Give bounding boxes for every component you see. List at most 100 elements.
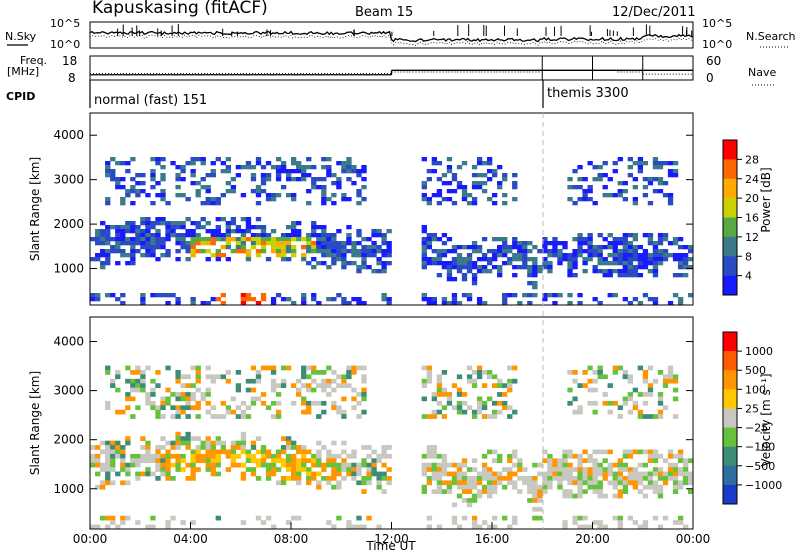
heatmap-cell (165, 249, 171, 254)
heatmap-cell (326, 480, 332, 486)
heatmap-cell (316, 177, 322, 182)
colorbar-swatch (723, 159, 737, 180)
heatmap-cell (155, 217, 161, 222)
heatmap-cell (135, 229, 141, 234)
heatmap-cell (562, 458, 568, 464)
heatmap-cell (150, 225, 156, 230)
heatmap-cell (125, 515, 131, 521)
heatmap-cell (296, 476, 302, 481)
heatmap-cell (426, 257, 433, 262)
heatmap-cell (687, 480, 694, 486)
heatmap-cell (280, 480, 287, 486)
heatmap-cell (486, 484, 493, 490)
heatmap-cell (160, 458, 166, 464)
heatmap-cell (195, 241, 201, 246)
heatmap-cell (627, 467, 634, 472)
heatmap-cell (652, 273, 659, 278)
heatmap-cell (662, 405, 669, 411)
heatmap-cell (135, 237, 141, 242)
heatmap-cell (165, 440, 171, 446)
heatmap-cell (512, 378, 518, 384)
heatmap-cell (255, 458, 262, 464)
heatmap-cell (481, 462, 488, 468)
heatmap-cell (592, 400, 598, 406)
heatmap-cell (230, 249, 237, 254)
heatmap-cell (446, 396, 453, 402)
heatmap-cell (376, 249, 382, 254)
heatmap-cell (492, 265, 498, 270)
heatmap-cell (341, 249, 347, 254)
heatmap-cell (155, 476, 161, 481)
heatmap-cell (677, 449, 684, 455)
heatmap-cell (336, 453, 342, 459)
heatmap-cell (627, 301, 634, 306)
heatmap-cell (311, 458, 317, 464)
heatmap-cell (240, 462, 247, 468)
heatmap-cell (562, 253, 568, 258)
heatmap-cell (446, 169, 453, 174)
heatmap-cell (175, 436, 181, 441)
heatmap-cell (502, 201, 508, 206)
heatmap-cell (185, 241, 191, 246)
heatmap-cell (677, 480, 684, 486)
heatmap-cell (291, 157, 297, 162)
heatmap-cell (667, 374, 674, 380)
heatmap-cell (426, 370, 433, 375)
heatmap-cell (336, 245, 342, 250)
heatmap-cell (517, 301, 523, 306)
heatmap-cell (436, 453, 443, 459)
heatmap-cell (165, 458, 171, 464)
heatmap-cell (542, 476, 548, 481)
heatmap-cell (155, 221, 161, 226)
heatmap-cell (311, 453, 317, 459)
heatmap-cell (346, 524, 352, 530)
heatmap-cell (100, 253, 106, 258)
heatmap-cell (502, 515, 508, 521)
heatmap-cell (180, 237, 186, 242)
heatmap-cell (376, 476, 382, 481)
heatmap-cell (245, 297, 252, 302)
heatmap-cell (597, 462, 603, 468)
heatmap-cell (577, 409, 583, 415)
heatmap-cell (205, 400, 211, 406)
heatmap-cell (165, 400, 171, 406)
heatmap-cell (140, 374, 146, 380)
heatmap-cell (250, 458, 257, 464)
heatmap-cell (371, 245, 377, 250)
heatmap-cell (471, 370, 478, 375)
colorbar-tick-label: −500 (745, 460, 775, 473)
heatmap-cell (577, 197, 583, 202)
x-tick-label: 16:00 (475, 532, 510, 546)
heatmap-cell (512, 462, 518, 468)
heatmap-cell (532, 506, 538, 512)
heatmap-cell (306, 173, 312, 178)
heatmap-cell (316, 453, 322, 459)
heatmap-cell (175, 301, 181, 306)
heatmap-cell (552, 237, 558, 242)
heatmap-cell (361, 387, 367, 393)
heatmap-cell (225, 225, 232, 230)
heatmap-cell (175, 374, 181, 380)
heatmap-cell (597, 269, 603, 274)
heatmap-cell (301, 467, 307, 472)
heatmap-cell (461, 409, 468, 415)
heatmap-cell (190, 233, 196, 238)
heatmap-cell (200, 249, 206, 254)
heatmap-cell (160, 193, 166, 198)
heatmap-cell (140, 181, 146, 186)
heatmap-cell (481, 301, 488, 306)
heatmap-cell (130, 249, 136, 254)
heatmap-cell (190, 476, 196, 481)
heatmap-cell (657, 261, 664, 266)
heatmap-cell (642, 378, 649, 384)
heatmap-cell (291, 197, 297, 202)
heatmap-cell (120, 225, 126, 230)
heatmap-cell (105, 365, 111, 371)
heatmap-cell (612, 365, 618, 371)
heatmap-cell (140, 253, 146, 258)
nave-tick-bottom: 0 (706, 71, 714, 85)
heatmap-cell (260, 165, 267, 170)
heatmap-cell (421, 297, 427, 302)
heatmap-cell (481, 370, 488, 375)
heatmap-cell (265, 449, 272, 455)
